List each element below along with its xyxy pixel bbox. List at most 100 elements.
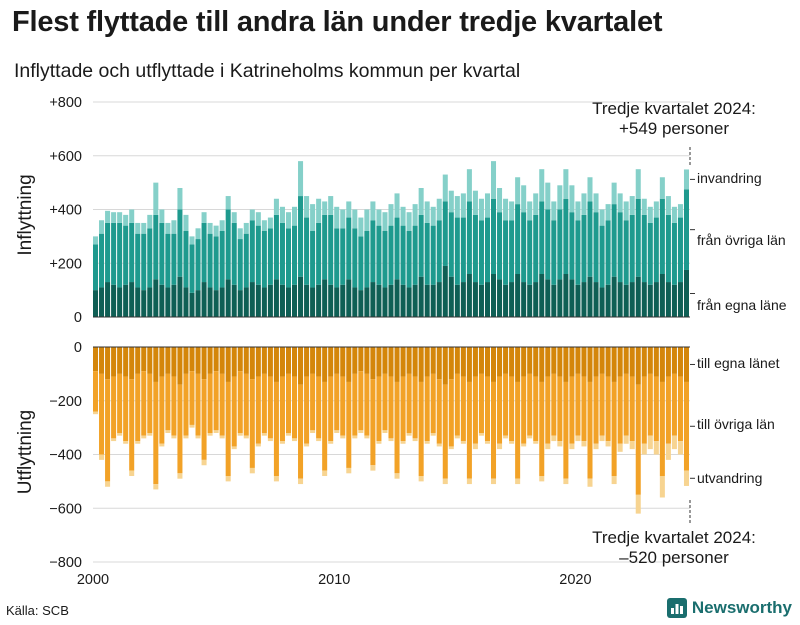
bar-out-other — [593, 376, 599, 444]
bar-in-other — [515, 204, 521, 275]
bar-in-other — [436, 220, 442, 283]
bar-in-own — [629, 282, 635, 317]
bar-in-own — [527, 284, 533, 317]
bar-out-other — [273, 381, 279, 476]
bar-in-other — [382, 231, 388, 288]
bar-out-other — [430, 373, 436, 434]
bar-out-own — [418, 347, 424, 382]
bar-in-immig — [484, 193, 490, 218]
bar-out-own — [557, 347, 563, 377]
bar-in-immig — [267, 217, 273, 229]
bar-in-own — [533, 282, 539, 317]
bar-in-other — [653, 217, 659, 283]
bar-in-immig — [539, 169, 545, 202]
bar-in-own — [653, 282, 659, 317]
bar-out-emig — [159, 443, 165, 447]
bar-out-own — [358, 347, 364, 372]
bar-out-other — [466, 381, 472, 479]
bar-in-immig — [436, 198, 442, 221]
bar-out-other — [279, 376, 285, 442]
y-tick-label-in: +800 — [49, 95, 82, 111]
bar-out-own — [249, 347, 255, 380]
bar-in-immig — [659, 177, 665, 199]
bar-in-other — [117, 222, 123, 288]
bar-out-other — [521, 376, 527, 444]
bar-out-emig — [545, 443, 551, 450]
bar-in-immig — [99, 220, 105, 234]
bar-in-other — [394, 217, 400, 280]
bar-out-own — [677, 347, 683, 377]
bar-out-other — [93, 371, 99, 412]
bar-in-other — [255, 225, 261, 285]
bar-in-own — [141, 290, 147, 318]
bar-out-emig — [436, 443, 442, 447]
bar-in-own — [442, 265, 448, 317]
bar-out-emig — [623, 435, 629, 444]
bar-out-other — [629, 376, 635, 442]
bar-out-emig — [466, 478, 472, 485]
bar-in-other — [346, 217, 352, 280]
bar-in-other — [123, 225, 129, 285]
bar-out-own — [141, 347, 147, 372]
bar-out-own — [213, 347, 219, 372]
bar-in-own — [99, 287, 105, 317]
bar-in-own — [665, 282, 671, 317]
bar-out-emig — [653, 441, 659, 455]
bar-in-own — [503, 284, 509, 317]
bar-in-own — [292, 284, 298, 317]
bar-out-own — [189, 347, 195, 372]
bar-in-other — [611, 204, 617, 277]
brand-logo[interactable]: Newsworthy — [666, 598, 792, 618]
bar-out-emig — [183, 435, 189, 439]
y-tick-label-out: −600 — [49, 501, 82, 517]
bar-in-immig — [629, 196, 635, 215]
bar-in-own — [611, 276, 617, 317]
bar-out-emig — [111, 438, 117, 442]
bar-in-immig — [617, 193, 623, 213]
bar-in-other — [677, 217, 683, 283]
bar-in-immig — [370, 201, 376, 221]
bar-out-emig — [533, 441, 539, 444]
bar-in-other — [147, 228, 153, 288]
bar-in-other — [509, 220, 515, 283]
bar-out-other — [671, 373, 677, 436]
bar-out-other — [448, 379, 454, 447]
bar-in-own — [370, 282, 376, 317]
bar-out-own — [671, 347, 677, 374]
x-tick-label: 2020 — [559, 572, 591, 588]
bar-in-immig — [569, 185, 575, 213]
bar-out-own — [273, 347, 279, 382]
bar-out-own — [201, 347, 207, 380]
bar-in-own — [394, 279, 400, 318]
source-note: Källa: SCB — [6, 603, 69, 618]
bar-in-immig — [623, 201, 629, 221]
bar-out-other — [129, 379, 135, 471]
x-tick-label: 2010 — [318, 572, 350, 588]
bar-in-immig — [165, 222, 171, 234]
bar-out-own — [292, 347, 298, 377]
bar-out-own — [183, 347, 189, 374]
bar-in-other — [400, 225, 406, 285]
bar-in-own — [261, 287, 267, 317]
bar-in-other — [153, 214, 159, 280]
bar-out-other — [641, 376, 647, 444]
bar-out-other — [617, 376, 623, 444]
bar-out-emig — [448, 446, 454, 450]
bar-in-own — [237, 290, 243, 318]
bar-out-other — [183, 373, 189, 436]
bar-in-immig — [424, 201, 430, 223]
bar-out-emig — [129, 470, 135, 477]
bar-in-other — [575, 220, 581, 285]
bar-out-emig — [189, 424, 195, 428]
bar-out-own — [491, 347, 497, 382]
bar-out-own — [382, 347, 388, 374]
bar-out-other — [563, 381, 569, 479]
bar-out-other — [454, 373, 460, 436]
bar-in-immig — [394, 193, 400, 218]
bar-in-other — [472, 214, 478, 283]
bar-in-other — [454, 217, 460, 285]
bar-out-emig — [285, 433, 291, 436]
bar-out-own — [267, 347, 273, 377]
bar-in-immig — [635, 169, 641, 199]
